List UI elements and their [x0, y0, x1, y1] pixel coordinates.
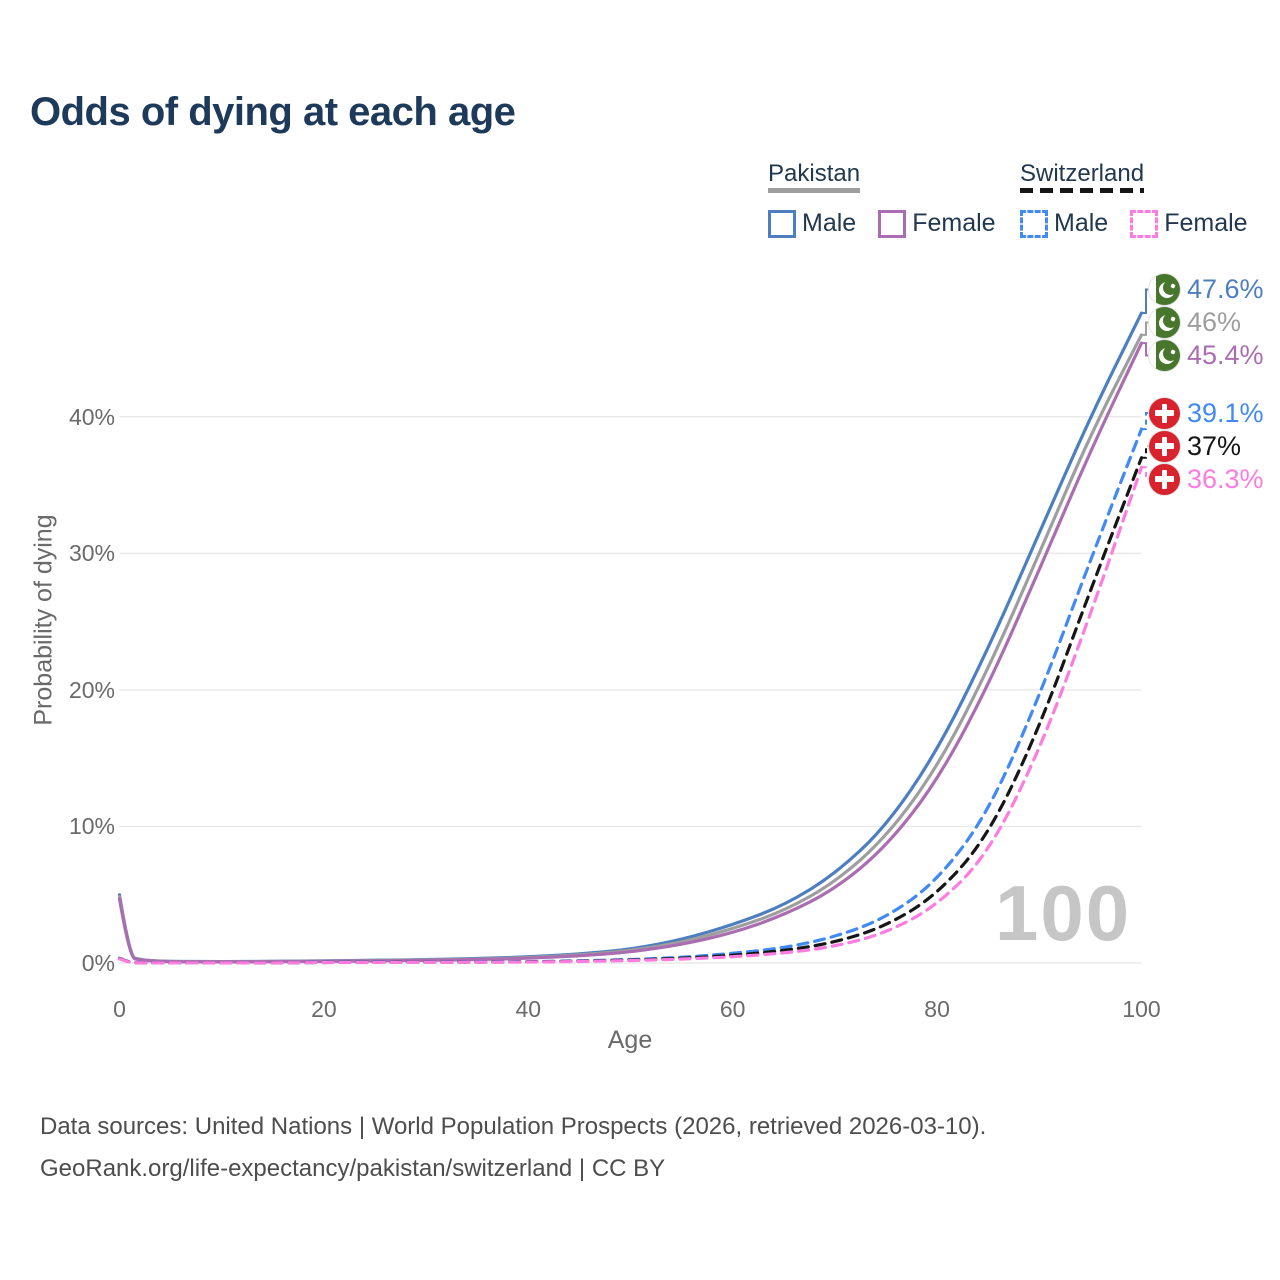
y-tick-label: 30% [68, 540, 115, 567]
legend-country-pakistan-label: Pakistan [768, 160, 861, 187]
legend-group-switzerland: Switzerland Male Female [1020, 160, 1248, 238]
pakistan-flag-icon [1149, 273, 1180, 305]
switzerland-flag-icon [1149, 397, 1180, 429]
legend-item-label: Female [912, 209, 996, 237]
age-watermark: 100 [995, 869, 1132, 957]
legend-swatch-pakistan-male-icon [768, 209, 796, 238]
chart-title: Odds of dying at each age [30, 90, 516, 134]
end-label-value: 36.3% [1187, 463, 1264, 494]
legend-underline-pakistan [768, 188, 861, 193]
x-tick-label: 60 [719, 996, 746, 1022]
legend-country-switzerland: Switzerland [1020, 160, 1145, 198]
footer: Data sources: United Nations | World Pop… [40, 1106, 986, 1190]
y-tick-label: 40% [68, 403, 115, 430]
series-line-pakistan-male [117, 311, 1144, 964]
x-tick-label: 40 [515, 996, 542, 1022]
legend-item-label: Female [1164, 209, 1248, 237]
legend-swatch-pakistan-female-icon [878, 209, 907, 238]
end-label-switzerland-average: 37% [1149, 430, 1241, 462]
legend-items-pakistan: Male Female [768, 209, 996, 238]
legend-group-pakistan: Pakistan Male Female [768, 160, 996, 238]
end-label-leader-switzerland-male [1141, 412, 1154, 431]
end-label-switzerland-female: 36.3% [1149, 463, 1264, 495]
end-label-value: 45.4% [1187, 339, 1264, 370]
y-tick-label: 10% [68, 813, 115, 840]
footer-attribution: GeoRank.org/life-expectancy/pakistan/swi… [40, 1155, 666, 1182]
legend-item-pakistan-male: Male [768, 209, 856, 238]
legend-item-switzerland-male: Male [1020, 209, 1108, 238]
x-axis-title: Age [607, 1026, 653, 1054]
legend-swatch-switzerland-female-icon [1130, 209, 1159, 238]
x-tick-label: 0 [113, 996, 126, 1022]
legend-item-pakistan-female: Female [878, 209, 996, 238]
end-label-value: 37% [1187, 430, 1242, 461]
switzerland-flag-icon [1149, 430, 1180, 462]
end-label-value: 39.1% [1187, 397, 1264, 428]
legend-item-switzerland-female: Female [1130, 209, 1248, 238]
series-line-pakistan-female [117, 341, 1144, 964]
series-line-switzerland-female [117, 465, 1144, 965]
legend-country-switzerland-label: Switzerland [1020, 160, 1145, 187]
legend-country-pakistan: Pakistan [768, 160, 861, 198]
series-line-switzerland-male [117, 427, 1144, 965]
pakistan-flag-icon [1149, 306, 1180, 338]
end-label-switzerland-male: 39.1% [1149, 397, 1264, 429]
end-label-value: 47.6% [1187, 273, 1264, 304]
legend-items-switzerland: Male Female [1020, 209, 1248, 238]
end-label-pakistan-average: 46% [1149, 306, 1241, 338]
switzerland-flag-icon [1149, 463, 1180, 495]
x-tick-label: 20 [311, 996, 337, 1022]
y-tick-label: 20% [68, 676, 115, 703]
x-tick-label: 80 [924, 996, 950, 1022]
pakistan-flag-icon [1149, 339, 1180, 371]
y-tick-label: 0% [81, 950, 115, 976]
end-label-value: 46% [1187, 306, 1242, 337]
x-tick-label: 100 [1122, 996, 1161, 1022]
footer-data-sources: Data sources: United Nations | World Pop… [40, 1113, 987, 1140]
legend-item-label: Male [1054, 209, 1109, 237]
legend-item-label: Male [802, 209, 857, 237]
legend-swatch-switzerland-male-icon [1020, 209, 1048, 238]
y-axis-title: Probability of dying [29, 514, 58, 726]
series-line-switzerland-average [117, 456, 1144, 965]
end-label-pakistan-male: 47.6% [1149, 273, 1264, 305]
end-label-pakistan-female: 45.4% [1149, 339, 1264, 371]
legend-underline-switzerland [1020, 188, 1145, 193]
